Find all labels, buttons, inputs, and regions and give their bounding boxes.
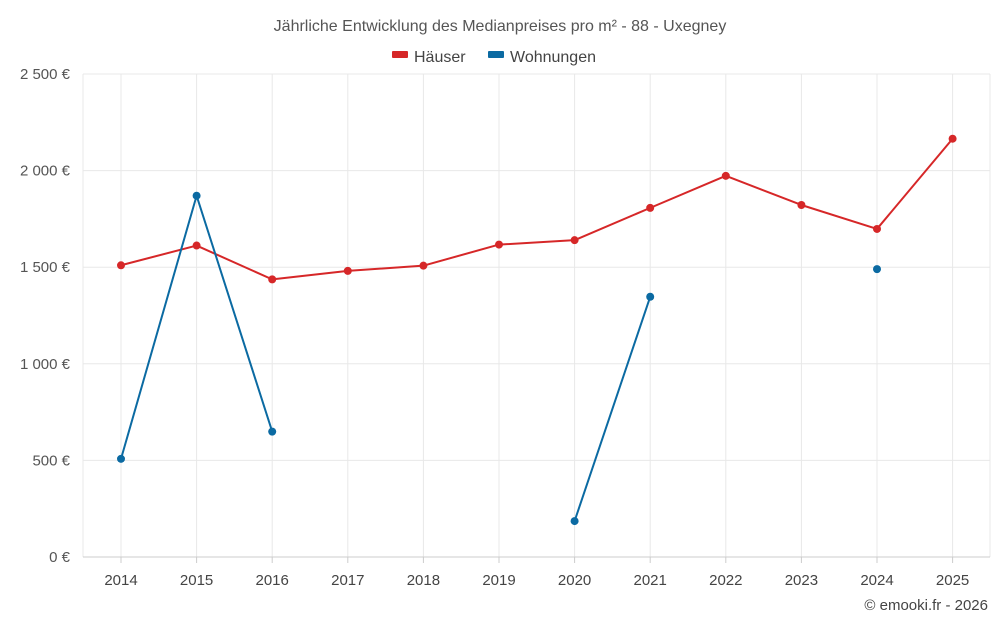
y-tick-label: 500 €	[32, 452, 70, 469]
data-point[interactable]	[343, 266, 352, 275]
credit-text: © emooki.fr - 2026	[864, 597, 988, 614]
x-tick-label: 2019	[482, 572, 515, 589]
series-line	[120, 138, 954, 281]
x-tick-label: 2018	[407, 572, 440, 589]
series-line	[573, 296, 652, 522]
data-point[interactable]	[721, 171, 730, 180]
x-tick-label: 2023	[785, 572, 818, 589]
x-tick-label: 2021	[634, 572, 667, 589]
data-point[interactable]	[646, 203, 655, 212]
y-tick-label: 1 000 €	[20, 356, 71, 373]
data-point[interactable]	[873, 224, 881, 233]
data-point[interactable]	[948, 134, 957, 143]
data-point[interactable]	[419, 261, 428, 270]
series-wohnungen	[117, 191, 881, 526]
x-tick-label: 2022	[709, 572, 742, 589]
data-point[interactable]	[268, 275, 277, 284]
data-point[interactable]	[495, 240, 503, 249]
data-point[interactable]	[117, 454, 125, 463]
data-point[interactable]	[570, 236, 579, 245]
data-point[interactable]	[873, 265, 881, 274]
y-tick-label: 2 500 €	[20, 66, 71, 83]
chart-title: Jährliche Entwicklung des Medianpreises …	[274, 18, 727, 35]
y-tick-label: 2 000 €	[20, 163, 71, 180]
legend-item-label[interactable]: Wohnungen	[510, 49, 596, 66]
data-point[interactable]	[192, 241, 201, 250]
legend-swatch	[488, 51, 504, 58]
data-point[interactable]	[192, 191, 201, 200]
x-tick-label: 2014	[104, 572, 137, 589]
x-tick-label: 2020	[558, 572, 591, 589]
x-tick-label: 2015	[180, 572, 213, 589]
series-layer	[117, 134, 957, 526]
legend-item-label[interactable]: Häuser	[414, 49, 466, 66]
legend: Häuser Wohnungen	[392, 49, 596, 66]
x-tick-label: 2016	[256, 572, 289, 589]
data-point[interactable]	[570, 517, 579, 526]
y-tick-label: 1 500 €	[20, 259, 71, 276]
series-häuser	[117, 134, 957, 284]
data-point[interactable]	[268, 427, 277, 436]
y-axis: 0 € 500 € 1 000 € 1 500 € 2 000 € 2 500 €	[20, 66, 71, 566]
grid	[82, 73, 991, 557]
legend-swatch	[392, 51, 408, 58]
x-axis: 2014 2015 2016 2017 2018 2019 2020 2021 2022 2023…	[83, 556, 990, 589]
data-point[interactable]	[797, 200, 806, 209]
x-tick-label: 2025	[936, 572, 969, 589]
x-tick-label: 2024	[860, 572, 893, 589]
x-tick-label: 2017	[331, 572, 364, 589]
data-point[interactable]	[117, 261, 125, 270]
data-point[interactable]	[646, 292, 655, 301]
y-tick-label: 0 €	[49, 549, 71, 566]
